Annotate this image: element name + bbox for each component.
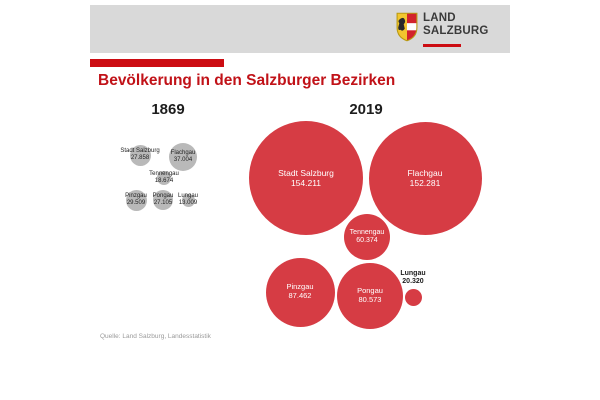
salzburg-coat-of-arms-icon	[396, 12, 418, 42]
year-heading-2019: 2019	[349, 101, 383, 118]
year-heading-1869: 1869	[151, 101, 185, 118]
bubble-name: Tennengau	[149, 170, 179, 177]
bubble-name: Stadt Salzburg	[278, 167, 334, 178]
bubble-value: 87.462	[288, 291, 312, 300]
bubble-2019-stadt-salzburg: Stadt Salzburg 154.211	[249, 121, 363, 235]
bubble-value: 27.105	[153, 200, 173, 206]
bubble-1869-stadt-salzburg: Stadt Salzburg 27.858	[120, 144, 160, 166]
land-salzburg-logo: LAND SALZBURG	[396, 12, 506, 48]
bubble-1869-lungau: Lungau 13.009	[178, 193, 198, 207]
bubble-2019-lungau	[404, 288, 422, 306]
bubble-name: Pongau	[357, 286, 383, 296]
accent-red-bar	[90, 59, 224, 67]
logo-line2: SALZBURG	[423, 24, 489, 37]
bubble-value: 27.858	[130, 155, 150, 161]
bubble-name: Pongau	[152, 192, 174, 199]
logo-red-underline	[423, 44, 461, 47]
bubble-value: 37.004	[173, 157, 193, 163]
bubble-name: Lungau	[400, 270, 426, 277]
bubble-name: Stadt Salzburg	[120, 147, 160, 154]
bubble-2019-pinzgau: Pinzgau 87.462	[265, 257, 335, 327]
bubble-value: 154.211	[290, 178, 322, 188]
bubble-1869-tennengau: Tennengau 18.674	[149, 171, 179, 185]
bubble-value: 152.281	[409, 178, 441, 188]
bubble-2019-flachgau: Flachgau 152.281	[368, 121, 482, 235]
bubble-2019-tennengau: Tennengau 60.374	[344, 214, 390, 260]
bubble-1869-pinzgau: Pinzgau 29.509	[125, 189, 147, 211]
bubble-2019-lungau-label: Lungau 20.320	[383, 270, 443, 287]
bubble-name: Pinzgau	[286, 282, 314, 292]
bubble-name: Tennengau	[349, 228, 385, 236]
bubble-name: Pinzgau	[125, 192, 147, 199]
bubble-value: 60.374	[356, 237, 378, 244]
bubble-value: 13.009	[178, 200, 198, 206]
page-title: Bevölkerung in den Salzburger Bezirken	[98, 72, 396, 89]
bubble-value: 29.509	[126, 200, 146, 206]
bubble-name: Flachgau	[170, 149, 196, 156]
logo-wordmark: LAND SALZBURG	[423, 12, 489, 38]
bubble-1869-pongau: Pongau 27.105	[153, 190, 173, 210]
source-note: Quelle: Land Salzburg, Landesstatistik	[100, 333, 211, 340]
logo-line1: LAND	[423, 12, 456, 24]
bubble-name: Flachgau	[407, 167, 443, 178]
bubble-value: 20.320	[402, 278, 424, 286]
bubble-1869-flachgau: Flachgau 37.004	[169, 143, 197, 171]
bubble-value: 18.674	[154, 178, 174, 184]
bubble-value: 80.573	[358, 295, 382, 304]
bubble-name: Lungau	[177, 192, 199, 199]
bubble-2019-pongau: Pongau 80.573	[337, 263, 403, 329]
